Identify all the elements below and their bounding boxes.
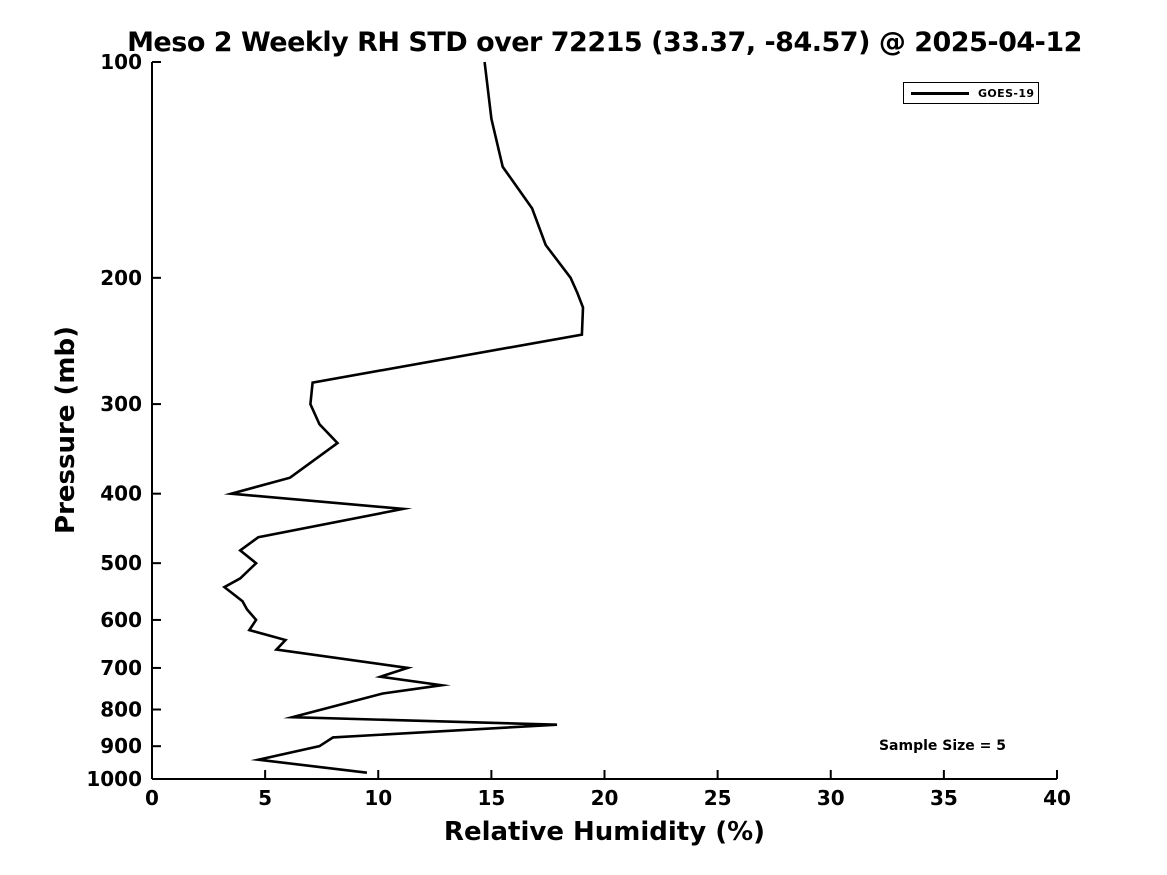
legend-line-sample <box>911 91 969 95</box>
x-tick-label: 40 <box>1043 786 1071 810</box>
y-tick-label: 700 <box>100 656 142 680</box>
y-tick-label: 200 <box>100 266 142 290</box>
x-tick-label: 25 <box>704 786 732 810</box>
x-tick-label: 35 <box>930 786 958 810</box>
x-tick-label: 0 <box>145 786 159 810</box>
x-tick-label: 20 <box>591 786 619 810</box>
series-line-goes-19 <box>222 61 585 774</box>
y-tick-label: 1000 <box>86 767 142 791</box>
legend-label: GOES-19 <box>978 86 1035 100</box>
x-axis-label: Relative Humidity (%) <box>443 817 766 847</box>
y-tick-label: 400 <box>100 482 142 506</box>
y-tick-label: 600 <box>100 608 142 632</box>
y-tick-label: 300 <box>100 392 142 416</box>
x-tick-label: 30 <box>817 786 845 810</box>
y-tick-label: 500 <box>100 551 142 575</box>
x-tick-label: 5 <box>258 786 272 810</box>
x-tick-label: 15 <box>477 786 505 810</box>
y-tick-label: 800 <box>100 698 142 722</box>
chart-title: Meso 2 Weekly RH STD over 72215 (33.37, … <box>127 27 1082 58</box>
y-tick-label: 100 <box>100 50 142 74</box>
legend: GOES-19 <box>903 82 1039 104</box>
y-tick-label: 900 <box>100 734 142 758</box>
x-tick-label: 10 <box>364 786 392 810</box>
sample-size-annotation: Sample Size = 5 <box>878 738 1007 754</box>
